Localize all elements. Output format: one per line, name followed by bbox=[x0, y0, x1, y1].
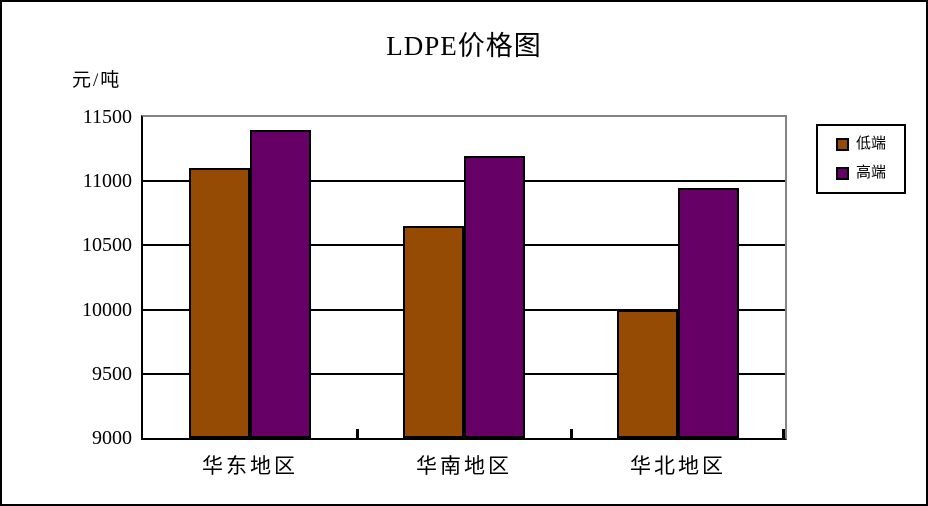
legend-item-low: 低端 bbox=[836, 137, 904, 152]
plot-area bbox=[141, 115, 787, 440]
legend-swatch-high-icon bbox=[836, 167, 849, 180]
y-axis-label: 10000 bbox=[82, 298, 132, 321]
chart-title: LDPE价格图 bbox=[386, 31, 542, 61]
legend-item-high: 高端 bbox=[836, 166, 904, 181]
legend-label-high: 高端 bbox=[856, 165, 887, 181]
y-axis-label: 11500 bbox=[82, 106, 132, 128]
bar-low-0 bbox=[189, 168, 250, 438]
bar-low-1 bbox=[403, 226, 464, 438]
x-axis-category-label: 华东地区 bbox=[202, 454, 298, 478]
x-axis-category-label: 华南地区 bbox=[416, 454, 512, 478]
legend-swatch-low-icon bbox=[836, 138, 849, 151]
y-axis-unit-label: 元/吨 bbox=[72, 70, 122, 91]
bar-low-2 bbox=[617, 309, 678, 438]
bar-high-0 bbox=[250, 129, 311, 438]
y-axis-label: 11000 bbox=[82, 170, 132, 193]
y-axis-label: 9500 bbox=[92, 362, 132, 385]
x-axis-category-label: 华北地区 bbox=[630, 454, 726, 478]
x-axis-tick bbox=[570, 429, 573, 438]
y-axis-label: 10500 bbox=[82, 234, 132, 257]
y-axis-label: 9000 bbox=[92, 427, 132, 449]
bar-high-1 bbox=[464, 155, 525, 438]
x-axis-tick bbox=[782, 429, 785, 438]
bar-high-2 bbox=[678, 187, 739, 438]
x-axis-tick bbox=[356, 429, 359, 438]
legend: 低端 高端 bbox=[816, 124, 906, 194]
legend-label-low: 低端 bbox=[856, 136, 887, 152]
